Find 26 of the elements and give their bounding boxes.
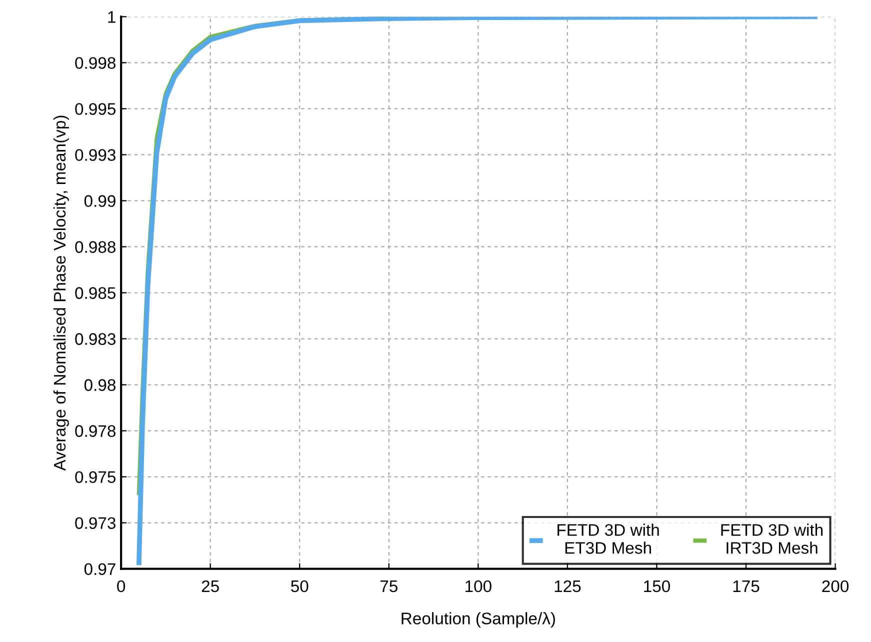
legend-label: FETD 3D with IRT3D Mesh — [721, 524, 823, 554]
y-tick-label: 0.99 — [84, 195, 116, 207]
x-tick-label: 25 — [202, 580, 219, 592]
y-axis-title: Average of Nomalised Phase Velocity, mean(vp) — [53, 116, 69, 471]
x-tick-label: 100 — [466, 580, 492, 592]
legend-label: FETD 3D with ET3D Mesh — [558, 524, 659, 554]
y-tick-label: 0.998 — [75, 57, 116, 69]
x-tick-label: 200 — [822, 580, 849, 592]
x-tick-label: 175 — [733, 580, 760, 592]
y-tick-label: 0.98 — [84, 379, 116, 391]
x-tick-label: 50 — [291, 580, 308, 592]
y-tick-label: 1 — [108, 11, 116, 23]
y-tick-label: 0.973 — [75, 517, 116, 530]
x-axis-title: Reolution (Sample/λ) — [402, 612, 555, 628]
y-tick-label: 0.97 — [84, 563, 116, 576]
y-tick-label: 0.983 — [75, 333, 116, 345]
y-tick-label: 0.975 — [75, 471, 116, 483]
x-tick-label: 125 — [554, 580, 581, 592]
x-tick-label: 75 — [380, 580, 398, 592]
y-tick-label: 0.988 — [75, 241, 116, 253]
y-tick-label: 0.995 — [75, 103, 116, 115]
x-tick-label: 0 — [117, 580, 126, 592]
y-tick-label: 0.985 — [75, 287, 116, 299]
y-tick-label: 0.978 — [75, 425, 116, 437]
y-tick-label: 0.993 — [75, 149, 116, 161]
x-tick-label: 150 — [644, 580, 670, 592]
